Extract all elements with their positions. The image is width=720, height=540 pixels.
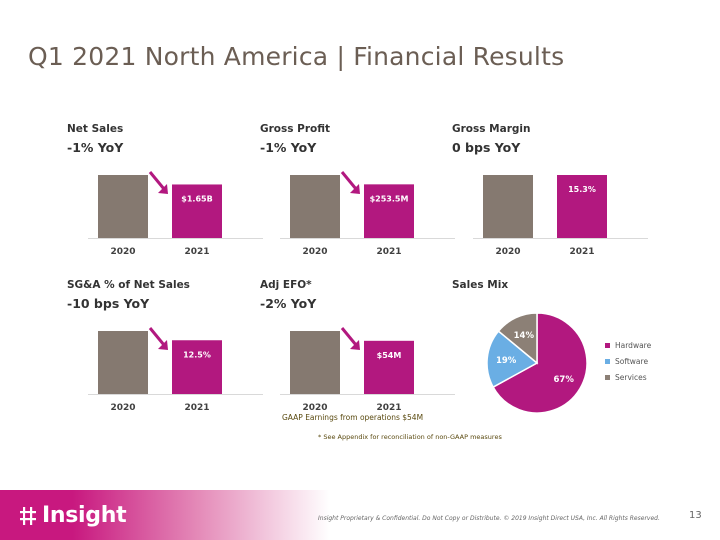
legend-item: Hardware xyxy=(605,341,651,350)
bar-2020 xyxy=(98,331,148,394)
panel-title: Sales Mix xyxy=(452,279,509,291)
net-sales-chart: 2020 $1.65B 2021 xyxy=(88,171,263,257)
tick-label: 2021 xyxy=(376,403,401,413)
pie-label: 67% xyxy=(554,375,575,385)
panel-subtitle: -10 bps YoY xyxy=(67,296,150,311)
panel-title: Gross Profit xyxy=(260,123,331,135)
sga-chart: 2020 12.5% 2021 xyxy=(88,327,263,413)
pie-label: 14% xyxy=(514,331,535,341)
legend-item: Software xyxy=(605,357,651,366)
tick-label: 2020 xyxy=(302,403,327,413)
gaap-note: GAAP Earnings from operations $54M xyxy=(282,413,424,422)
bar-2021 xyxy=(364,184,414,238)
bar-2020 xyxy=(483,175,533,238)
pie-label: 19% xyxy=(496,356,517,366)
panel-title: Adj EFO* xyxy=(260,279,312,291)
panel-subtitle: -1% YoY xyxy=(260,140,317,155)
page-number: 13 xyxy=(689,510,702,521)
tick-label: 2020 xyxy=(495,247,520,257)
legend-item: Services xyxy=(605,373,651,382)
pie-slice-software xyxy=(486,330,539,389)
panel-title: SG&A % of Net Sales xyxy=(67,279,190,291)
panel-subtitle: -2% YoY xyxy=(260,296,317,311)
tick-label: 2021 xyxy=(569,247,594,257)
panel-net-sales: Net Sales -1% YoY xyxy=(67,123,247,155)
legend-label: Hardware xyxy=(615,341,652,350)
panel-subtitle: -1% YoY xyxy=(67,140,124,155)
pie-slice-hardware xyxy=(492,312,588,414)
bar-2021 xyxy=(364,340,414,394)
gross-profit-chart: 2020 $253.5M 2021 xyxy=(280,171,455,257)
confidential-notice: Insight Proprietary & Confidential. Do N… xyxy=(318,515,660,522)
legend-label: Software xyxy=(615,357,649,366)
insight-mark-icon xyxy=(20,506,36,525)
trend-arrow-icon xyxy=(340,327,360,350)
gross-margin-chart: 2020 15.3% 2021 xyxy=(473,175,648,257)
legend-swatch xyxy=(605,343,610,348)
panel-subtitle: 0 bps YoY xyxy=(452,140,521,155)
panel-title: Gross Margin xyxy=(452,123,531,135)
panel-title: Net Sales xyxy=(67,123,124,135)
data-label: $253.5M xyxy=(370,194,409,203)
panel-gross-margin: Gross Margin 0 bps YoY xyxy=(452,123,632,155)
bar-2021 xyxy=(172,184,222,238)
data-label: $54M xyxy=(377,351,402,360)
tick-label: 2021 xyxy=(184,247,209,257)
bar-2020 xyxy=(290,331,340,394)
footer-band xyxy=(0,490,330,540)
legend-swatch xyxy=(605,359,610,364)
insight-logo: Insight xyxy=(18,503,127,528)
pie-slice-services xyxy=(497,312,538,365)
tick-label: 2020 xyxy=(110,247,135,257)
adj-efo-chart: 2020 $54M 2021 xyxy=(280,327,455,413)
legend-swatch xyxy=(605,375,610,380)
bar-2020 xyxy=(98,175,148,238)
page-title: Q1 2021 North America | Financial Result… xyxy=(28,42,565,71)
panel-gross-profit: Gross Profit -1% YoY xyxy=(260,123,440,155)
sales-mix-legend: Hardware Software Services xyxy=(605,341,651,389)
logo-text: Insight xyxy=(42,503,127,528)
tick-label: 2020 xyxy=(302,247,327,257)
data-label: 12.5% xyxy=(183,350,211,359)
panel-adj-efo: Adj EFO* -2% YoY xyxy=(260,279,440,311)
tick-label: 2021 xyxy=(376,247,401,257)
data-label: $1.65B xyxy=(181,194,212,203)
trend-arrow-icon xyxy=(148,327,168,350)
trend-arrow-icon xyxy=(340,171,360,194)
data-label: 15.3% xyxy=(568,185,596,194)
panel-sga: SG&A % of Net Sales -10 bps YoY xyxy=(67,279,247,311)
bar-2021 xyxy=(172,340,222,394)
sales-mix-pie: 67% 19% 14% xyxy=(486,312,588,414)
tick-label: 2020 xyxy=(110,403,135,413)
appendix-note: * See Appendix for reconciliation of non… xyxy=(318,433,502,441)
legend-label: Services xyxy=(615,373,647,382)
tick-label: 2021 xyxy=(184,403,209,413)
panel-sales-mix: Sales Mix xyxy=(452,279,632,291)
bar-2020 xyxy=(290,175,340,238)
bar-2021 xyxy=(557,175,607,238)
trend-arrow-icon xyxy=(148,171,168,194)
